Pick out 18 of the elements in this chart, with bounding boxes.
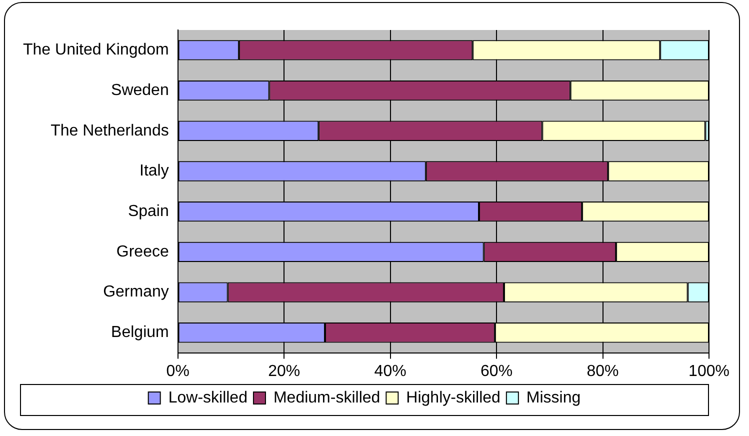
y-tick-label: Spain [128,202,169,220]
legend-label: Highly-skilled [406,389,500,406]
y-tick-label: Greece [116,243,169,260]
legend-label: Missing [526,389,581,406]
x-tick-label: 40% [374,362,406,380]
x-tick-label: 80% [586,362,619,380]
legend-label: Medium-skilled [273,389,380,406]
legend-label: Low-skilled [168,389,248,406]
y-tick-label: The Netherlands [50,122,169,140]
x-tick-label: 60% [480,362,513,380]
y-tick-label: The United Kingdom [23,42,169,59]
x-tick-label: 20% [268,362,300,380]
x-tick-label: 0% [166,362,190,380]
x-tick-label: 100% [688,362,730,380]
y-tick-label: Sweden [111,82,169,99]
y-tick-label: Germany [103,284,169,301]
y-tick-label: Belgium [111,324,169,342]
y-tick-label: Italy [140,162,169,180]
